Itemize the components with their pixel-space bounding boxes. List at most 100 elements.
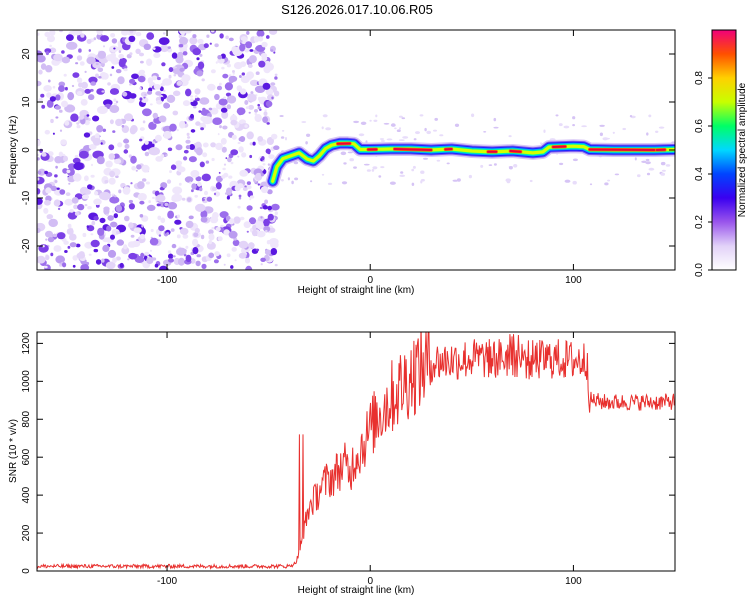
noise-speckle — [219, 211, 229, 219]
noise-speckle — [192, 238, 199, 247]
noise-speckle — [146, 32, 155, 40]
noise-speckle — [109, 105, 120, 113]
track-speckle — [436, 159, 441, 162]
noise-speckle — [190, 170, 200, 178]
noise-speckle — [231, 134, 237, 140]
noise-speckle — [134, 256, 145, 263]
noise-speckle — [158, 225, 165, 232]
noise-speckle — [200, 234, 205, 240]
track-speckle — [493, 126, 499, 129]
noise-speckle — [64, 120, 70, 126]
noise-speckle — [105, 160, 113, 168]
noise-speckle — [153, 84, 161, 90]
track-speckle — [360, 121, 367, 126]
noise-speckle — [241, 152, 247, 158]
noise-speckle — [200, 210, 208, 219]
noise-speckle — [260, 257, 266, 262]
noise-speckle — [238, 137, 243, 142]
y-tick-label: 800 — [21, 410, 32, 427]
track-speckle — [581, 125, 587, 128]
noise-speckle — [245, 41, 253, 49]
noise-speckle — [236, 107, 246, 115]
noise-speckle — [217, 133, 220, 136]
noise-speckle — [88, 49, 92, 52]
noise-speckle — [76, 124, 81, 129]
noise-speckle — [232, 72, 235, 75]
noise-speckle — [129, 52, 133, 56]
track-speckle — [322, 114, 328, 118]
track-speckle — [648, 114, 652, 118]
noise-speckle — [130, 182, 133, 185]
noise-speckle — [266, 137, 274, 145]
noise-speckle — [79, 61, 85, 66]
noise-speckle — [107, 215, 114, 221]
noise-speckle — [182, 234, 189, 239]
noise-speckle — [269, 227, 276, 233]
noise-speckle — [44, 265, 48, 269]
noise-speckle — [115, 204, 123, 212]
y-tick-label: 1200 — [21, 332, 32, 355]
noise-speckle — [184, 176, 194, 183]
noise-speckle — [183, 254, 187, 257]
noise-speckle — [133, 227, 142, 234]
noise-speckle — [64, 86, 68, 91]
spectrogram-xlabel: Height of straight line (km) — [298, 285, 415, 296]
noise-speckle — [274, 73, 278, 77]
noise-speckle — [90, 81, 97, 86]
track-speckle — [399, 127, 401, 130]
noise-speckle — [59, 109, 63, 113]
noise-speckle — [128, 35, 136, 42]
noise-speckle — [167, 147, 173, 152]
noise-speckle — [255, 71, 260, 75]
noise-speckle — [262, 163, 266, 166]
track-speckle — [347, 151, 353, 154]
noise-speckle — [239, 43, 246, 52]
track-speckle — [399, 174, 406, 177]
noise-speckle — [108, 177, 116, 185]
track-speckle — [572, 124, 575, 127]
track-speckle — [612, 131, 615, 134]
noise-speckle — [54, 174, 58, 178]
noise-speckle — [246, 184, 249, 187]
noise-speckle — [144, 93, 147, 96]
noise-speckle — [270, 248, 278, 256]
noise-speckle — [46, 92, 52, 98]
noise-speckle — [100, 62, 105, 68]
noise-speckle — [228, 230, 238, 239]
noise-speckle — [159, 265, 168, 270]
noise-speckle — [55, 165, 58, 169]
noise-speckle — [93, 198, 102, 206]
noise-speckle — [213, 259, 219, 264]
noise-speckle — [50, 118, 54, 124]
noise-speckle — [166, 232, 170, 236]
noise-speckle — [171, 52, 178, 59]
noise-speckle — [49, 96, 57, 102]
noise-speckle — [119, 262, 124, 268]
noise-speckle — [78, 150, 89, 159]
noise-speckle — [231, 46, 238, 53]
noise-speckle — [110, 52, 116, 59]
noise-speckle — [270, 49, 274, 52]
noise-speckle — [267, 151, 271, 155]
noise-speckle — [241, 72, 245, 76]
noise-speckle — [238, 252, 247, 259]
noise-speckle — [127, 241, 137, 248]
noise-speckle — [240, 36, 248, 45]
track-speckle — [559, 162, 564, 166]
noise-speckle — [44, 200, 51, 206]
noise-speckle — [199, 122, 206, 130]
noise-speckle — [143, 43, 151, 50]
noise-speckle — [246, 30, 250, 35]
noise-speckle — [219, 82, 222, 86]
noise-speckle — [226, 187, 233, 196]
noise-speckle — [246, 181, 251, 186]
y-tick-label: -10 — [21, 190, 32, 205]
track-speckle — [301, 121, 307, 123]
noise-speckle — [158, 37, 170, 45]
track-speckle — [402, 136, 409, 139]
noise-speckle — [43, 207, 49, 214]
noise-speckle — [81, 194, 90, 200]
noise-speckle — [167, 46, 171, 49]
noise-speckle — [212, 117, 223, 125]
noise-speckle — [196, 57, 200, 61]
